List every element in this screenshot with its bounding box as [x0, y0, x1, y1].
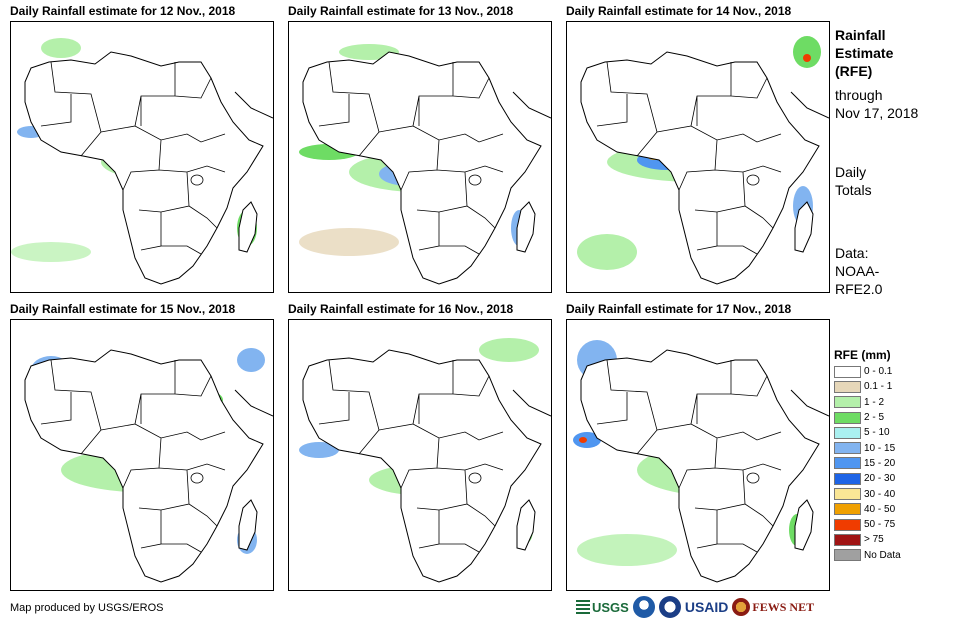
legend-items: 0 - 0.1 0.1 - 1 1 - 2 2 - 5 5 - 10 10 - 15 15 …: [834, 364, 914, 563]
sidebar-data-line: RFE2.0: [835, 281, 883, 297]
sidebar-through-line: Nov 17, 2018: [835, 105, 919, 121]
usgs-logo: USGS: [576, 595, 629, 619]
sidebar-data-source: Data: NOAA- RFE2.0: [835, 244, 882, 298]
legend-title: RFE (mm): [834, 348, 891, 362]
rainfall-map: [566, 319, 830, 591]
rainfall-panel-5: Daily Rainfall estimate for 16 Nov., 201…: [288, 302, 552, 592]
sidebar-daily-line: Totals: [835, 182, 872, 198]
legend-item: 5 - 10: [834, 425, 914, 440]
legend-item: 30 - 40: [834, 486, 914, 501]
legend-label: 15 - 20: [864, 457, 896, 469]
fews-globe-icon: [732, 598, 751, 616]
sidebar-daily-line: Daily: [835, 164, 867, 180]
legend-label: 10 - 15: [864, 442, 896, 454]
usaid-logo: USAID: [685, 595, 729, 619]
africa-outline: [302, 349, 551, 583]
legend-item: 0.1 - 1: [834, 379, 914, 394]
legend-swatch: [834, 442, 861, 455]
sidebar-through: through Nov 17, 2018: [835, 86, 918, 122]
fews-net-logo: FEWS NET: [732, 595, 814, 619]
legend-swatch: [834, 488, 861, 501]
rainfall-map: [10, 21, 274, 293]
legend-item: 20 - 30: [834, 471, 914, 486]
legend-label: 0.1 - 1: [864, 381, 893, 393]
legend-swatch: [834, 503, 861, 516]
panel-title: Daily Rainfall estimate for 12 Nov., 201…: [10, 4, 236, 18]
legend-label: 20 - 30: [864, 473, 896, 485]
logo-strip: USGS USAID FEWS NET: [576, 594, 814, 620]
legend-label: 5 - 10: [864, 427, 890, 439]
legend-label: 1 - 2: [864, 396, 885, 408]
footer-credit: Map produced by USGS/EROS: [10, 602, 164, 614]
rainfall-panel-2: Daily Rainfall estimate for 13 Nov., 201…: [288, 4, 552, 294]
legend-item: 1 - 2: [834, 395, 914, 410]
sidebar-daily: Daily Totals: [835, 163, 872, 199]
fews-logo-text: FEWS NET: [752, 599, 815, 614]
sidebar-title-line: (RFE): [835, 63, 873, 79]
usaid-logo-text: USAID: [684, 599, 729, 615]
legend-swatch: [834, 380, 861, 393]
legend-item: 40 - 50: [834, 502, 914, 517]
rainfall-panel-3: Daily Rainfall estimate for 14 Nov., 201…: [566, 4, 830, 294]
legend-item: 10 - 15: [834, 440, 914, 455]
legend-item: No Data: [834, 548, 914, 563]
legend-swatch: [834, 533, 861, 546]
legend-item: > 75: [834, 532, 914, 547]
africa-outline: [24, 349, 273, 583]
rainfall-panel-6: Daily Rainfall estimate for 17 Nov., 201…: [566, 302, 830, 592]
legend-swatch: [834, 396, 861, 409]
noaa-logo-icon: [632, 596, 655, 618]
legend-swatch: [834, 365, 861, 378]
legend-label: No Data: [864, 549, 901, 561]
legend-item: 50 - 75: [834, 517, 914, 532]
legend-label: 40 - 50: [864, 503, 896, 515]
legend-swatch: [834, 457, 861, 470]
panel-title: Daily Rainfall estimate for 15 Nov., 201…: [10, 302, 236, 316]
legend: RFE (mm) 0 - 0.1 0.1 - 1 1 - 2 2 - 5 5 - 10 1…: [834, 346, 914, 563]
legend-swatch: [834, 426, 861, 439]
sidebar-title-line: Estimate: [835, 45, 894, 61]
usaid-seal-icon: [658, 596, 681, 618]
legend-swatch: [834, 518, 861, 531]
legend-label: 2 - 5: [864, 412, 885, 424]
panel-title: Daily Rainfall estimate for 17 Nov., 201…: [566, 302, 792, 316]
legend-swatch: [834, 411, 861, 424]
legend-label: 30 - 40: [864, 488, 896, 500]
sidebar-data-line: Data:: [835, 245, 869, 261]
legend-swatch: [834, 472, 861, 485]
sidebar-title-line: Rainfall: [835, 27, 886, 43]
panel-title: Daily Rainfall estimate for 13 Nov., 201…: [288, 4, 514, 18]
sidebar-title: Rainfall Estimate (RFE): [835, 26, 893, 80]
usgs-logo-text: USGS: [592, 599, 629, 615]
legend-item: 2 - 5: [834, 410, 914, 425]
sidebar-data-line: NOAA-: [835, 263, 880, 279]
rainfall-panel-1: Daily Rainfall estimate for 12 Nov., 201…: [10, 4, 274, 294]
legend-label: 50 - 75: [864, 519, 896, 531]
usgs-mark-icon: [576, 600, 590, 614]
legend-label: 0 - 0.1: [864, 366, 893, 378]
rainfall-map: [288, 21, 552, 293]
panel-title: Daily Rainfall estimate for 14 Nov., 201…: [566, 4, 792, 18]
legend-label: > 75: [864, 534, 884, 546]
panel-title: Daily Rainfall estimate for 16 Nov., 201…: [288, 302, 514, 316]
rainfall-map: [10, 319, 274, 591]
rainfall-map: [566, 21, 830, 293]
sidebar-through-line: through: [835, 87, 883, 103]
rainfall-panel-4: Daily Rainfall estimate for 15 Nov., 201…: [10, 302, 274, 592]
rainfall-map: [288, 319, 552, 591]
legend-item: 15 - 20: [834, 456, 914, 471]
legend-item: 0 - 0.1: [834, 364, 914, 379]
legend-swatch: [834, 549, 861, 562]
